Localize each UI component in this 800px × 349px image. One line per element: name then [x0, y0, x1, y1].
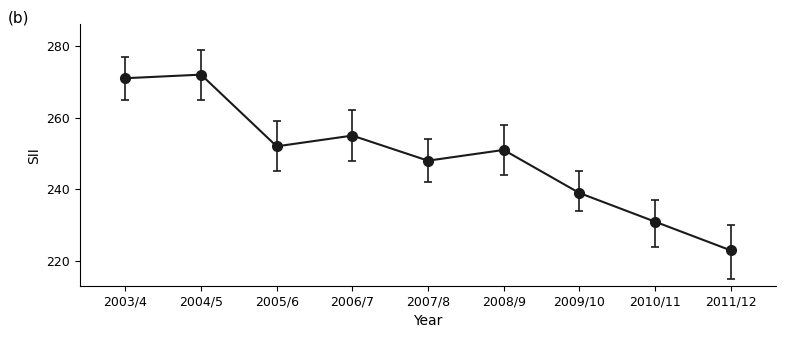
- Y-axis label: SII: SII: [27, 147, 41, 164]
- Text: (b): (b): [8, 10, 30, 25]
- X-axis label: Year: Year: [414, 314, 442, 328]
